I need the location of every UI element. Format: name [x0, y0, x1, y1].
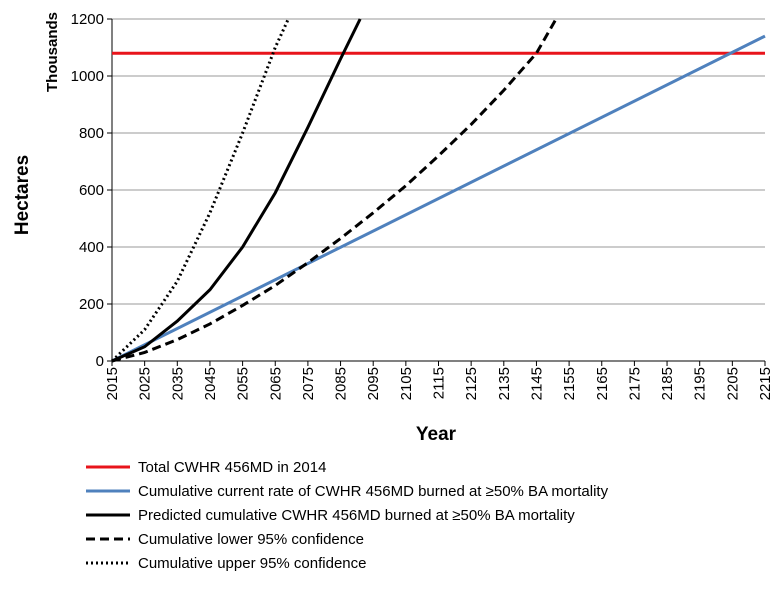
- x-tick-label: 2065: [267, 367, 284, 400]
- legend-label: Cumulative upper 95% confidence: [138, 555, 366, 572]
- x-tick-label: 2025: [137, 367, 154, 400]
- x-axis-label: Year: [416, 424, 457, 445]
- series-line: [111, 34, 766, 363]
- y-tick-label: 800: [79, 125, 104, 142]
- x-tick-label: 2105: [398, 367, 415, 400]
- y-unit-label: Thousands: [44, 12, 61, 92]
- series-line: [110, 18, 290, 363]
- y-tick-label: 1000: [71, 68, 104, 85]
- x-tick-label: 2015: [104, 367, 121, 400]
- x-tick-label: 2175: [626, 367, 643, 400]
- series-line: [111, 18, 362, 363]
- legend-label: Predicted cumulative CWHR 456MD burned a…: [138, 507, 575, 524]
- series-line: [111, 18, 558, 363]
- x-tick-label: 2215: [757, 367, 770, 400]
- x-tick-label: 2045: [202, 367, 219, 400]
- y-tick-label: 600: [79, 182, 104, 199]
- x-tick-label: 2145: [528, 367, 545, 400]
- x-tick-label: 2055: [235, 367, 252, 400]
- y-tick-label: 0: [96, 353, 104, 370]
- x-tick-label: 2075: [300, 367, 317, 400]
- x-tick-label: 2125: [463, 367, 480, 400]
- x-tick-label: 2115: [431, 367, 448, 399]
- legend-label: Cumulative current rate of CWHR 456MD bu…: [138, 483, 609, 500]
- x-tick-label: 2195: [692, 367, 709, 400]
- y-tick-label: 200: [79, 296, 104, 313]
- x-tick-label: 2185: [659, 367, 676, 400]
- x-tick-label: 2155: [561, 367, 578, 400]
- y-tick-label: 400: [79, 239, 104, 256]
- x-tick-label: 2095: [365, 367, 382, 400]
- y-tick-label: 1200: [71, 11, 104, 28]
- x-tick-label: 2205: [724, 367, 741, 400]
- x-tick-label: 2135: [496, 367, 513, 400]
- y-axis-label: Hectares: [12, 155, 33, 235]
- legend-label: Cumulative lower 95% confidence: [138, 531, 364, 548]
- x-tick-label: 2035: [169, 367, 186, 400]
- x-tick-label: 2085: [333, 367, 350, 400]
- legend-label: Total CWHR 456MD in 2014: [138, 459, 326, 476]
- x-tick-label: 2165: [594, 367, 611, 400]
